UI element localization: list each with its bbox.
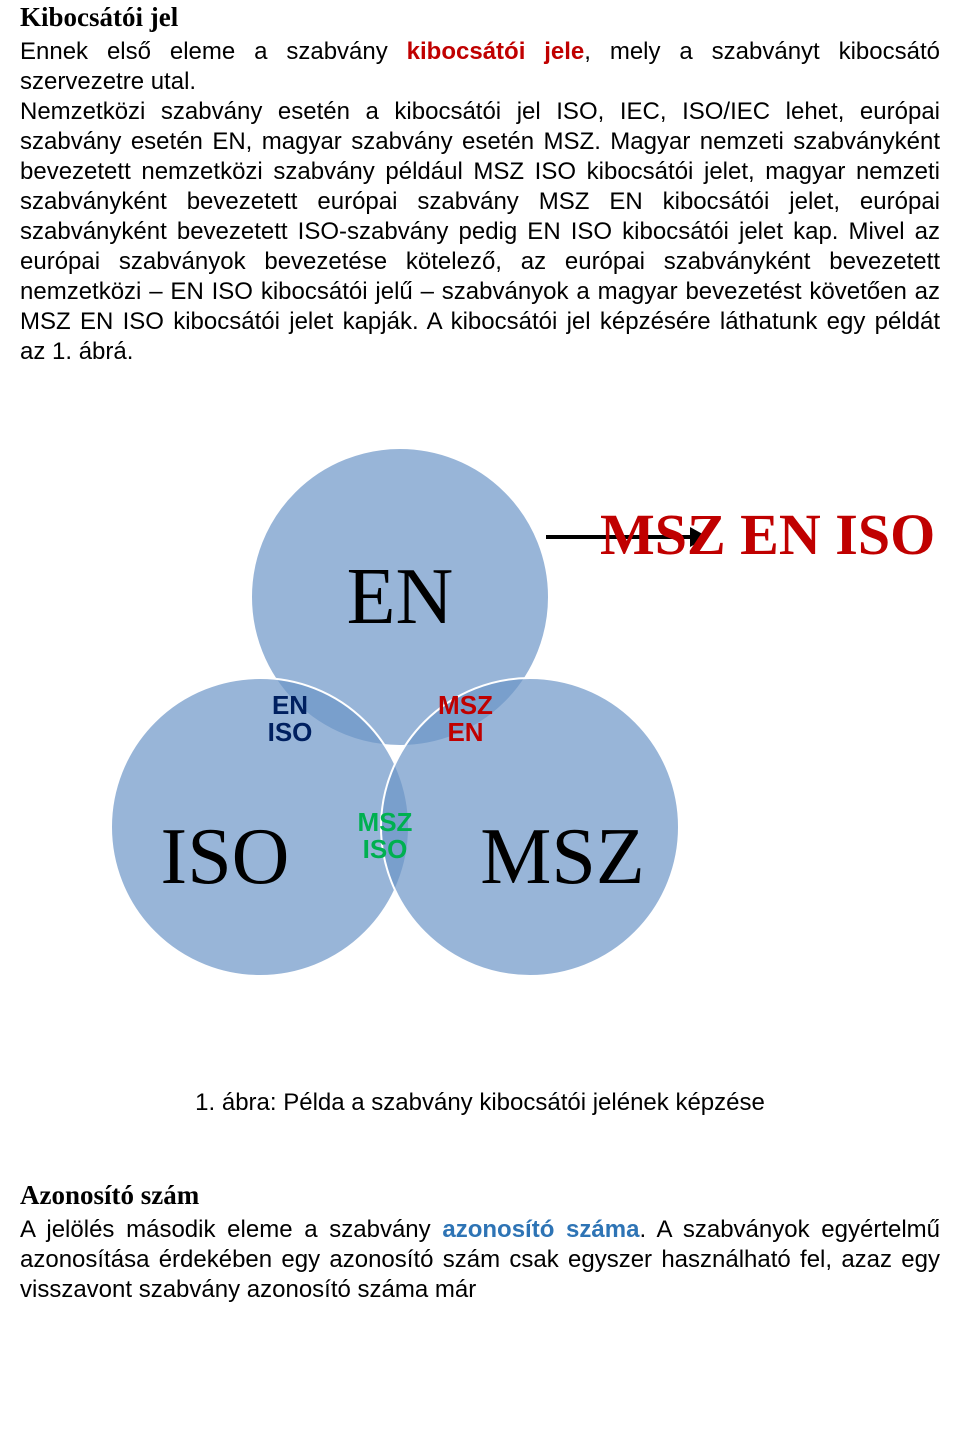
paragraph-azonosito: A jelölés második eleme a szabvány azono… xyxy=(20,1215,940,1305)
paragraph-intro: Ennek első eleme a szabvány kibocsátói j… xyxy=(20,37,940,97)
text-highlight-red: kibocsátói jele xyxy=(407,38,585,65)
heading-azonosito-szam: Azonosító szám xyxy=(20,1178,940,1213)
venn-diagram: EN ISO MSZ EN ISO MSZ EN MSZ ISO MSZ EN … xyxy=(0,447,920,1047)
overlap-text: ISO xyxy=(268,717,313,747)
overlap-text: EN xyxy=(447,717,483,747)
venn-label-en: EN xyxy=(347,545,454,649)
venn-label-msz: MSZ xyxy=(480,805,645,909)
text-plain: Ennek első eleme a szabvány xyxy=(20,38,407,65)
overlap-text: MSZ xyxy=(438,690,493,720)
callout-msz-en-iso: MSZ EN ISO xyxy=(600,497,935,572)
paragraph-body: Nemzetközi szabvány esetén a kibocsátói … xyxy=(20,97,940,367)
venn-overlap-msz-en: MSZ EN xyxy=(418,692,513,747)
overlap-text: EN xyxy=(272,690,308,720)
text-plain: A jelölés második eleme a szabvány xyxy=(20,1216,442,1243)
venn-overlap-en-iso: EN ISO xyxy=(250,692,330,747)
heading-kibocsatoi-jel: Kibocsátói jel xyxy=(20,0,940,35)
overlap-text: MSZ xyxy=(358,807,413,837)
figure-caption: 1. ábra: Példa a szabvány kibocsátói jel… xyxy=(0,1087,960,1118)
venn-label-iso: ISO xyxy=(161,805,290,909)
venn-overlap-msz-iso: MSZ ISO xyxy=(340,809,430,864)
overlap-text: ISO xyxy=(363,834,408,864)
text-highlight-blue: azonosító száma xyxy=(442,1216,639,1243)
